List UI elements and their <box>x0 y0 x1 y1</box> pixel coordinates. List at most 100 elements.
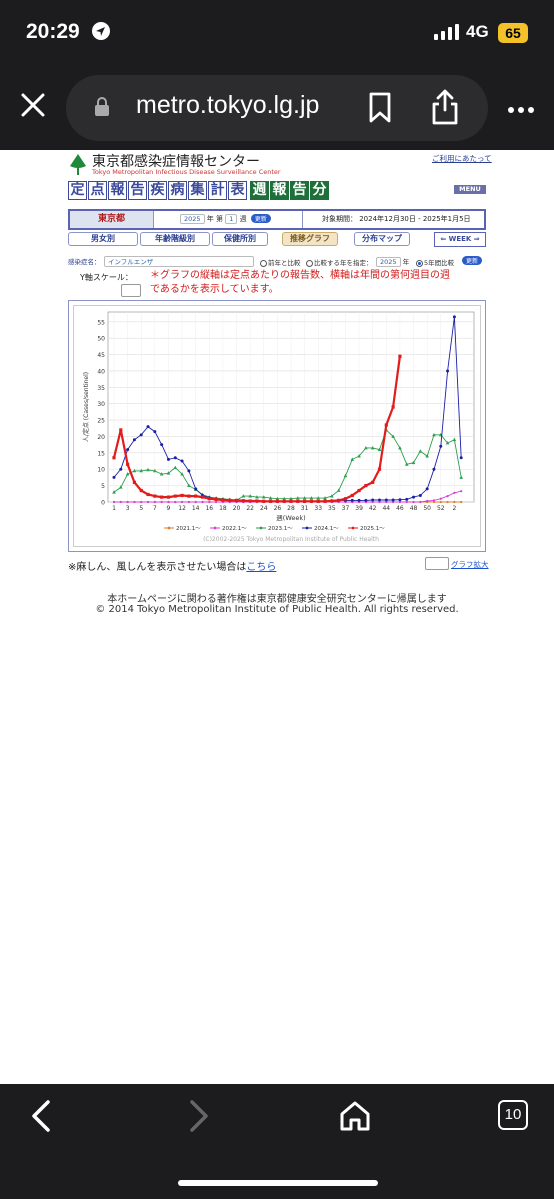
data-point <box>173 494 177 498</box>
data-point <box>140 500 143 504</box>
y-tick-label: 0 <box>101 500 105 507</box>
measles-link[interactable]: こちら <box>246 562 277 573</box>
data-point <box>160 500 163 504</box>
web-content: 東京都感染症情報センター Tokyo Metropolitan Infectio… <box>0 150 554 1084</box>
option-5year[interactable]: 5年間比較 <box>416 257 454 267</box>
x-tick-label: 44 <box>382 505 390 512</box>
y-axis-label: 人/定点 (Cases/sentinel) <box>82 372 90 442</box>
data-point <box>187 500 190 504</box>
data-point <box>160 495 164 499</box>
radio-prev-year[interactable] <box>260 259 267 267</box>
about-link[interactable]: ご利用にあたって <box>432 154 492 163</box>
report-header: 定点報告疾病集計表週報告分 <box>68 181 330 201</box>
tab-trend-graph[interactable]: 推移グラフ <box>282 232 338 246</box>
data-point <box>364 445 368 450</box>
data-point <box>384 423 388 427</box>
x-tick-label: 26 <box>274 505 282 512</box>
week-select[interactable]: 1 <box>225 214 238 224</box>
close-icon[interactable] <box>18 90 48 120</box>
legend-label: 2023.1〜 <box>268 526 293 532</box>
arrow-right-icon[interactable]: ⇒ <box>473 235 480 243</box>
menu-button[interactable]: MENU <box>454 185 486 194</box>
tab-by-health-center[interactable]: 保健所別 <box>212 232 268 246</box>
yscale-input[interactable] <box>121 284 141 297</box>
data-point <box>173 465 178 470</box>
data-point <box>268 496 273 500</box>
data-point <box>364 498 368 502</box>
y-tick-label: 55 <box>97 319 105 326</box>
legend-label: 2025.1〜 <box>360 526 385 532</box>
back-icon[interactable] <box>28 1098 56 1138</box>
data-point <box>445 441 450 445</box>
data-point <box>241 499 245 503</box>
data-point <box>126 500 129 504</box>
data-point <box>446 369 450 373</box>
data-point <box>378 498 381 502</box>
data-point <box>323 496 327 500</box>
data-point <box>343 473 348 478</box>
data-point <box>405 500 408 504</box>
data-point <box>398 354 402 358</box>
tabs-button[interactable]: 10 <box>498 1100 528 1130</box>
data-point <box>453 491 456 494</box>
data-point <box>119 500 122 504</box>
zoom-graph-link[interactable]: グラフ拡大 <box>451 560 489 569</box>
compare-year-select[interactable]: 2025 <box>376 257 401 267</box>
data-point <box>323 499 327 503</box>
data-point <box>221 498 225 502</box>
x-tick-label: 52 <box>437 505 445 512</box>
forward-icon[interactable] <box>184 1098 212 1138</box>
header-char: 表 <box>228 181 247 200</box>
data-point <box>452 437 457 442</box>
bookmark-icon[interactable] <box>368 92 392 128</box>
data-point <box>378 500 381 504</box>
data-point <box>411 460 416 465</box>
option-prev-year[interactable]: 前年と比較 <box>260 257 301 267</box>
compare-year-suffix: 年 <box>402 258 410 266</box>
data-point <box>153 468 157 473</box>
tab-by-sex[interactable]: 男女別 <box>68 232 138 246</box>
battery-indicator: 65 <box>498 23 528 43</box>
period-update-button[interactable]: 更新 <box>250 214 271 223</box>
radio-5year[interactable] <box>416 259 423 267</box>
data-point <box>241 494 246 498</box>
year-select[interactable]: 2025 <box>180 214 205 224</box>
measles-note-text: ※麻しん、風しんを表示させたい場合は <box>68 562 247 573</box>
data-point <box>180 500 184 504</box>
share-icon[interactable] <box>430 88 460 130</box>
x-tick-label: 14 <box>192 505 200 512</box>
arrow-left-icon[interactable]: ⇐ <box>440 235 447 243</box>
data-point <box>425 454 429 458</box>
data-point <box>248 499 252 503</box>
address-bar[interactable]: metro.tokyo.lg.jp <box>66 75 488 141</box>
home-icon[interactable] <box>338 1099 372 1137</box>
y-tick-label: 20 <box>97 434 105 441</box>
option-specify-year[interactable]: 比較する年を指定： <box>306 257 373 267</box>
data-point <box>337 498 341 502</box>
browser-bottom-bar: 10 <box>0 1084 554 1199</box>
legend-marker <box>213 526 217 530</box>
disease-select[interactable]: インフルエンザ <box>104 256 254 267</box>
data-point <box>357 488 361 493</box>
tab-by-age[interactable]: 年齢階級別 <box>140 232 210 246</box>
data-point <box>439 497 442 500</box>
week-nav[interactable]: ⇐ WEEK ⇒ <box>434 232 486 247</box>
data-point <box>255 495 259 499</box>
radio-specify-year[interactable] <box>306 259 313 267</box>
home-indicator <box>178 1180 378 1186</box>
zoom-graph-checkbox[interactable] <box>425 557 449 570</box>
chart-copyright: (C)2002-2025 Tokyo Metropolitan Institut… <box>203 536 379 543</box>
data-point <box>419 500 422 504</box>
header-char: 定 <box>68 181 87 200</box>
filter-update-button[interactable]: 更新 <box>462 256 483 265</box>
period-range: 対象期間： 2024年12月30日 - 2025年1月5日 <box>322 215 471 223</box>
series-line <box>113 429 462 501</box>
data-point <box>200 495 205 499</box>
option-specify-label: 比較する年を指定： <box>314 259 373 267</box>
data-point <box>453 500 456 504</box>
tab-distribution-map[interactable]: 分布マップ <box>354 232 410 246</box>
data-point <box>418 449 423 453</box>
more-options-icon[interactable] <box>507 99 535 118</box>
x-tick-label: 31 <box>301 505 309 512</box>
header-char-weekly: 分 <box>310 181 329 200</box>
